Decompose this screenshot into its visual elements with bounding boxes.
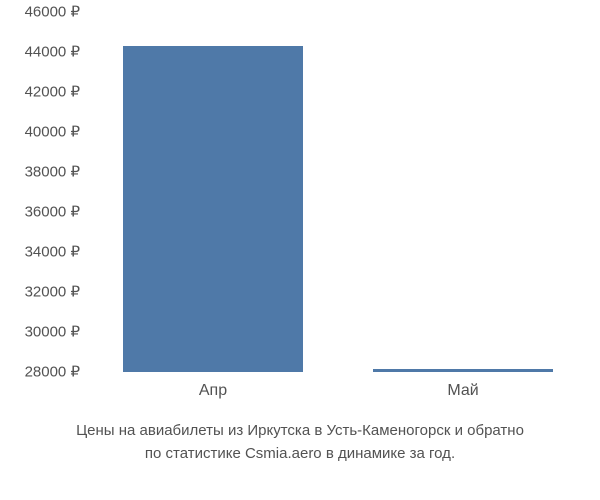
y-tick-label: 42000 ₽ — [25, 85, 80, 100]
caption-line-1: Цены на авиабилеты из Иркутска в Усть-Ка… — [10, 420, 590, 443]
y-tick-label: 44000 ₽ — [25, 45, 80, 60]
caption-line-2: по статистике Csmia.aero в динамике за г… — [10, 443, 590, 466]
bar — [373, 369, 553, 372]
price-chart: 28000 ₽ 30000 ₽ 32000 ₽ 34000 ₽ 36000 ₽ 38000… — [0, 0, 600, 500]
x-tick-label: Апр — [199, 382, 227, 400]
y-tick-label: 40000 ₽ — [25, 125, 80, 140]
bar — [123, 46, 303, 372]
y-axis: 28000 ₽30000 ₽32000 ₽34000 ₽36000 ₽38000… — [0, 12, 88, 372]
y-tick-label: 32000 ₽ — [25, 285, 80, 300]
chart-caption: Цены на авиабилеты из Иркутска в Усть-Ка… — [0, 420, 600, 465]
y-tick-label: 38000 ₽ — [25, 165, 80, 180]
y-tick-label: 30000 ₽ — [25, 325, 80, 340]
y-tick-label: 28000 ₽ — [25, 365, 80, 380]
y-tick-label: 46000 ₽ — [25, 5, 80, 20]
x-axis: Апр Май — [88, 378, 588, 408]
y-tick-label: 34000 ₽ — [25, 245, 80, 260]
plot-area — [88, 12, 588, 372]
y-tick-label: 36000 ₽ — [25, 205, 80, 220]
x-tick-label: Май — [447, 382, 478, 400]
